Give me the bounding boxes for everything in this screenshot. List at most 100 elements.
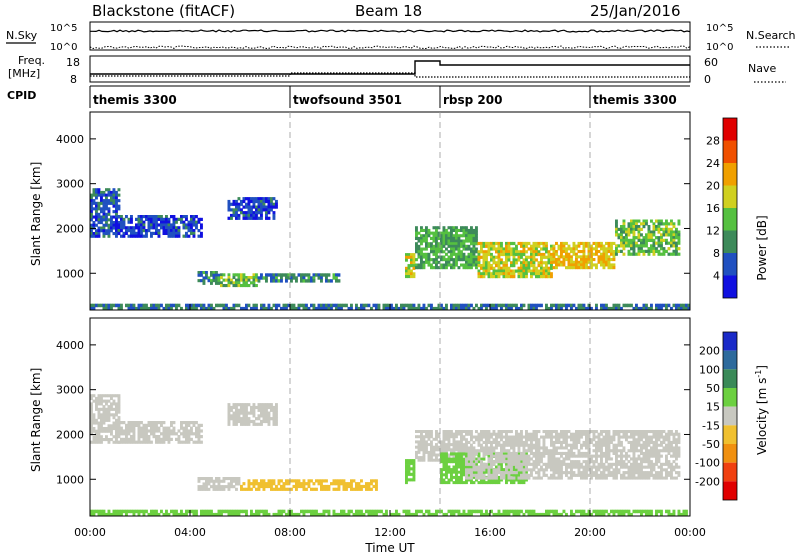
data-cell (100, 440, 103, 444)
data-cell (285, 279, 288, 283)
data-cell (580, 303, 583, 308)
data-cell (130, 226, 133, 230)
data-cell (472, 260, 476, 264)
data-cell (247, 403, 251, 407)
data-cell (497, 303, 501, 308)
data-cell (195, 512, 198, 517)
data-cell (300, 273, 303, 277)
data-cell (115, 421, 118, 425)
data-cell (600, 451, 603, 455)
data-cell (627, 476, 631, 480)
data-cell (465, 247, 468, 251)
data-cell (562, 471, 566, 475)
data-cell (237, 202, 241, 206)
data-cell (677, 233, 681, 237)
data-cell (272, 213, 276, 218)
data-cell (630, 468, 633, 472)
data-cell (547, 460, 551, 464)
data-cell (585, 473, 588, 477)
data-cell (285, 273, 288, 277)
data-cell (407, 255, 411, 259)
data-cell (152, 421, 156, 425)
data-cell (520, 430, 523, 434)
data-cell (587, 435, 591, 439)
data-cell (447, 481, 451, 485)
data-cell (590, 266, 593, 270)
data-cell (570, 263, 573, 267)
data-cell (447, 443, 451, 447)
data-cell (115, 405, 118, 409)
data-cell (460, 445, 463, 449)
data-cell (147, 306, 151, 311)
data-cell (460, 437, 463, 441)
data-cell (302, 273, 306, 277)
data-cell (192, 234, 196, 238)
data-cell (242, 509, 246, 514)
data-cell (410, 459, 413, 463)
data-cell (470, 473, 473, 477)
data-cell (640, 238, 643, 242)
data-cell (660, 238, 663, 242)
data-cell (417, 255, 421, 259)
data-cell (162, 421, 166, 425)
data-cell (305, 482, 308, 486)
data-cell (537, 241, 541, 246)
data-cell (165, 432, 168, 436)
data-cell (462, 228, 466, 232)
data-cell (602, 306, 606, 311)
data-cell (162, 231, 166, 235)
data-cell (652, 476, 656, 480)
data-cell (462, 452, 466, 456)
data-cell (265, 199, 268, 204)
data-cell (177, 512, 181, 517)
data-cell (467, 234, 471, 238)
data-cell (542, 440, 546, 444)
data-cell (480, 446, 483, 450)
data-cell (587, 446, 591, 450)
data-cell (180, 306, 183, 311)
data-cell (262, 408, 266, 412)
data-cell (497, 275, 501, 279)
data-cell (620, 306, 623, 311)
data-cell (632, 306, 636, 311)
data-cell (667, 509, 671, 514)
data-cell (565, 473, 568, 477)
data-cell (102, 190, 106, 194)
data-cell (575, 440, 578, 444)
data-cell (92, 435, 96, 439)
data-cell (200, 234, 203, 238)
data-cell (505, 440, 508, 444)
data-cell (232, 284, 236, 288)
data-cell (255, 205, 258, 209)
data-cell (235, 482, 238, 486)
data-cell (510, 478, 513, 482)
data-cell (632, 509, 636, 514)
data-cell (595, 446, 598, 450)
data-cell (487, 478, 491, 482)
data-cell (635, 222, 638, 226)
data-cell (170, 421, 173, 425)
data-cell (145, 215, 148, 219)
data-cell (132, 306, 136, 311)
data-cell (567, 260, 571, 264)
data-cell (552, 468, 556, 472)
data-cell (272, 419, 276, 424)
data-cell (212, 271, 216, 275)
data-cell (532, 247, 536, 251)
data-cell (545, 275, 548, 279)
data-cell (500, 476, 503, 480)
data-cell (507, 272, 511, 276)
data-cell (132, 429, 136, 433)
data-cell (642, 440, 646, 444)
data-cell (92, 427, 96, 431)
data-cell (442, 263, 446, 267)
data-cell (550, 272, 553, 276)
data-cell (507, 476, 511, 480)
data-cell (410, 512, 413, 517)
noise-sky-trace (90, 29, 691, 33)
data-cell (500, 272, 503, 276)
data-cell (535, 457, 538, 461)
data-cell (450, 303, 453, 308)
data-cell (242, 205, 246, 209)
